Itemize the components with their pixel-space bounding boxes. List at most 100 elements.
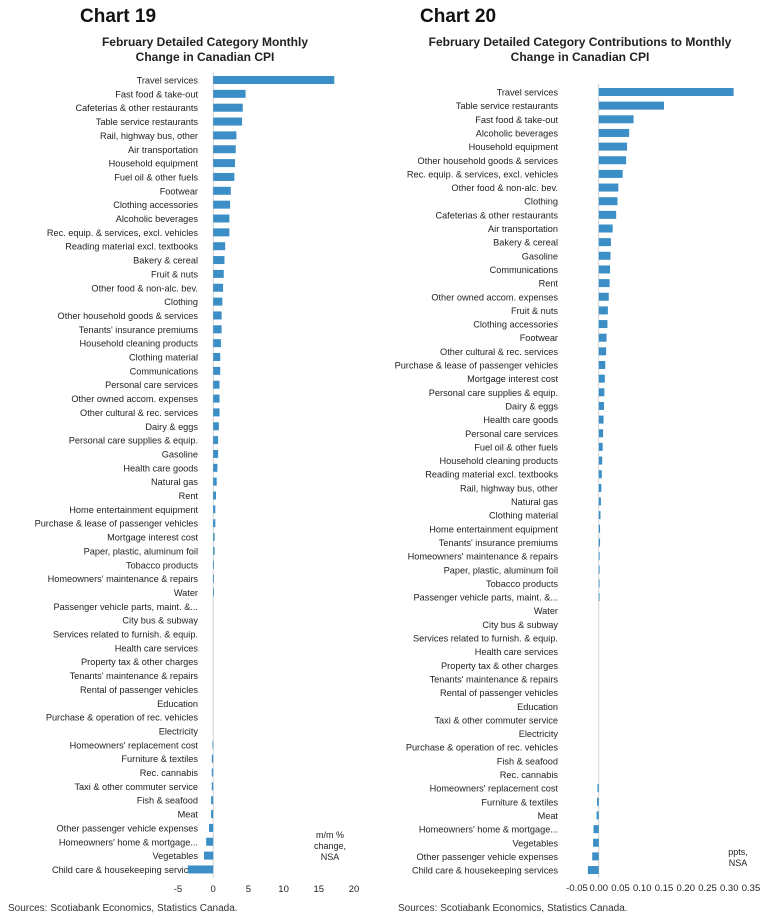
category-label: Dairy & eggs	[145, 422, 198, 432]
category-label: Passenger vehicle parts, maint. &...	[413, 593, 558, 603]
category-label: Fruit & nuts	[511, 306, 558, 316]
category-label: Homeowners' home & mortgage...	[59, 837, 198, 847]
bar	[213, 200, 231, 209]
bar	[213, 574, 214, 583]
category-label: Table service restaurants	[96, 117, 199, 127]
category-label: Communications	[130, 366, 199, 376]
bar	[592, 852, 599, 861]
x-tick-label: 0.00	[590, 883, 609, 894]
category-label: Purchase & lease of passenger vehicles	[395, 361, 559, 371]
bar	[598, 238, 611, 247]
category-label: Personal care services	[105, 380, 198, 390]
bar	[598, 374, 605, 383]
category-label: Clothing material	[489, 511, 558, 521]
category-label: Reading material excl. textbooks	[425, 470, 558, 480]
bar	[213, 408, 220, 417]
category-label: Other cultural & rec. services	[80, 408, 198, 418]
bar	[598, 156, 627, 165]
bar	[598, 88, 734, 96]
category-label: Rail, highway bus, other	[460, 483, 558, 493]
category-label: Health care goods	[123, 463, 198, 473]
bar	[211, 782, 214, 791]
bar	[213, 214, 230, 223]
category-label: Household equipment	[109, 159, 199, 169]
bar	[593, 825, 599, 834]
bar	[213, 422, 219, 431]
x-tick-label: 0.20	[677, 883, 696, 894]
bar	[598, 101, 664, 110]
bar	[598, 183, 619, 192]
bar	[598, 169, 623, 178]
bar	[208, 823, 214, 832]
bar	[213, 89, 246, 98]
bar	[598, 552, 600, 561]
category-label: Purchase & operation of rec. vehicles	[406, 743, 559, 753]
category-label: Education	[517, 702, 558, 712]
bar	[598, 251, 611, 260]
x-tick-label: -5	[174, 884, 182, 895]
bar	[213, 505, 216, 514]
bar	[598, 210, 617, 219]
category-label: City bus & subway	[482, 620, 558, 630]
bar	[213, 353, 221, 361]
category-label: Personal care supplies & equip.	[69, 436, 198, 446]
category-label: Clothing	[164, 297, 198, 307]
bar	[204, 851, 214, 860]
category-label: Natural gas	[151, 477, 198, 487]
bar	[213, 117, 243, 126]
bar	[213, 256, 225, 265]
category-label: Other passenger vehicle expenses	[417, 852, 559, 862]
x-tick-label: 0.15	[655, 883, 674, 894]
bar	[213, 546, 215, 555]
chart-19-title-line-2: Change in Canadian CPI	[135, 50, 275, 64]
category-label: Meat	[178, 810, 199, 820]
category-label: Rec. cannabis	[500, 770, 559, 780]
bar	[598, 538, 601, 547]
x-tick-label: 0.30	[720, 883, 739, 894]
category-label: Air transportation	[488, 224, 558, 234]
category-label: Communications	[490, 265, 559, 275]
category-label: Education	[157, 699, 198, 709]
bar	[598, 361, 606, 369]
bar	[598, 292, 609, 301]
category-label: Tenants' insurance premiums	[439, 538, 559, 548]
unit-note: change,	[314, 841, 346, 851]
bar	[211, 796, 214, 805]
category-label: Homeowners' replacement cost	[430, 784, 559, 794]
category-label: Natural gas	[511, 497, 558, 507]
category-label: Clothing material	[129, 353, 198, 363]
bar	[598, 333, 607, 342]
bar	[598, 142, 628, 151]
unit-note: ppts,	[728, 847, 748, 857]
category-label: Homeowners' replacement cost	[70, 740, 199, 750]
bar	[597, 797, 599, 806]
unit-note: m/m %	[316, 830, 344, 840]
category-label: Travel services	[497, 88, 559, 98]
category-label: Electricity	[519, 729, 559, 739]
category-label: Other household goods & services	[58, 311, 199, 321]
category-label: Dairy & eggs	[505, 401, 558, 411]
category-label: Other food & non-alc. bev.	[91, 283, 198, 293]
category-label: Rental of passenger vehicles	[440, 688, 558, 698]
category-label: Other cultural & rec. services	[440, 347, 558, 357]
x-tick-label: 5	[246, 884, 251, 895]
category-label: Fuel oil & other fuels	[474, 442, 558, 452]
bar	[598, 579, 600, 588]
category-label: Footwear	[160, 186, 198, 196]
bar	[598, 456, 603, 465]
chart-20-title-line-1: February Detailed Category Contributions…	[428, 35, 732, 49]
bar	[213, 145, 236, 154]
x-tick-label: 15	[314, 884, 325, 895]
category-label: Mortgage interest cost	[467, 374, 558, 384]
bar	[213, 283, 224, 292]
category-label: Paper, plastic, aluminum foil	[84, 546, 198, 556]
bar	[213, 339, 221, 348]
bar	[598, 511, 601, 520]
chart-20-title-line-2: Change in Canadian CPI	[510, 50, 650, 64]
bar	[213, 172, 235, 181]
category-label: Purchase & lease of passenger vehicles	[35, 519, 199, 529]
bar	[597, 784, 599, 793]
bar	[213, 131, 237, 140]
bar	[213, 436, 219, 445]
